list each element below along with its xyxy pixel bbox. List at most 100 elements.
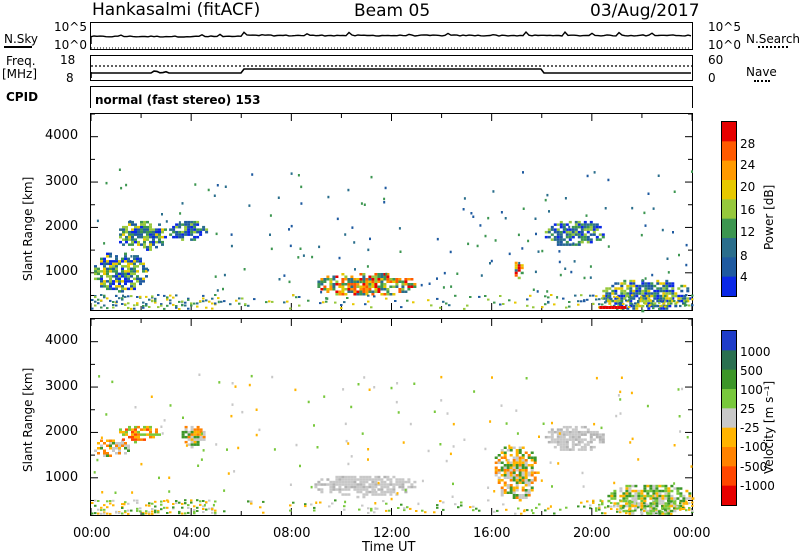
- velocity-sparse-cell: [271, 375, 274, 379]
- power-data-cell: [127, 270, 130, 273]
- power-ground-scatter: [658, 307, 661, 310]
- x-tick: 04:00: [173, 526, 211, 541]
- velocity-ground-scatter: [214, 512, 217, 515]
- power-ground-scatter: [589, 294, 592, 297]
- power-data-cell: [638, 284, 642, 288]
- velocity-data-cell: [649, 509, 653, 513]
- power-data-cell: [553, 223, 557, 226]
- power-ground-scatter: [178, 308, 181, 310]
- power-ground-scatter: [94, 295, 97, 297]
- velocity-data-cell: [661, 497, 665, 500]
- power-ground-scatter: [541, 306, 544, 309]
- velocity-data-cell: [670, 489, 674, 493]
- power-data-cell: [127, 257, 130, 261]
- power-data-cell: [586, 225, 590, 229]
- power-sparse-cell: [521, 247, 524, 250]
- power-data-cell: [341, 288, 345, 291]
- power-data-cell: [680, 289, 684, 293]
- power-sparse-cell: [494, 239, 497, 242]
- velocity-data-cell: [619, 504, 623, 508]
- power-data-cell: [124, 280, 127, 283]
- velocity-ground-scatter: [247, 500, 250, 503]
- power-data-cell: [143, 230, 146, 234]
- velocity-ground-scatter: [250, 500, 253, 503]
- velocity-data-cell: [131, 433, 134, 436]
- velocity-data-cell: [497, 479, 501, 482]
- power-data-cell: [164, 235, 167, 239]
- power-ground-scatter: [127, 306, 130, 309]
- velocity-data-cell: [347, 485, 351, 489]
- power-data-cell: [323, 278, 327, 281]
- power-sparse-cell: [559, 273, 562, 277]
- power-data-cell: [106, 255, 109, 258]
- velocity-sparse-cell: [515, 409, 518, 412]
- power-colorbar-segment: [722, 122, 736, 142]
- velocity-data-cell: [338, 480, 342, 484]
- velocity-data-cell: [506, 474, 510, 477]
- power-data-cell: [401, 283, 405, 286]
- velocity-data-cell: [344, 483, 348, 486]
- power-data-cell: [671, 299, 675, 303]
- power-data-cell: [196, 220, 200, 224]
- velocity-data-cell: [613, 494, 617, 498]
- power-data-cell: [362, 278, 366, 281]
- power-data-cell: [368, 285, 372, 288]
- power-data-cell: [106, 275, 109, 278]
- velocity-sparse-cell: [439, 443, 442, 446]
- velocity-ground-scatter: [214, 509, 217, 512]
- velocity-data-cell: [347, 488, 351, 491]
- power-data-cell: [377, 288, 381, 291]
- power-data-cell: [674, 304, 678, 308]
- power-sparse-cell: [631, 206, 634, 210]
- power-data-cell: [565, 233, 569, 236]
- power-sparse-cell: [641, 279, 644, 282]
- power-data-cell: [635, 307, 639, 310]
- power-data-cell: [329, 280, 333, 283]
- velocity-data-cell: [125, 433, 128, 436]
- velocity-data-cell: [497, 454, 501, 457]
- velocity-ground-scatter: [655, 507, 658, 510]
- velocity-data-cell: [643, 499, 647, 503]
- power-data-cell: [568, 238, 572, 241]
- velocity-ground-scatter: [358, 508, 361, 511]
- power-data-cell: [127, 267, 130, 271]
- velocity-data-cell: [562, 433, 566, 436]
- power-data-cell: [644, 292, 648, 295]
- velocity-data-cell: [616, 504, 620, 508]
- power-data-cell: [152, 233, 155, 236]
- velocity-sparse-cell: [582, 485, 585, 488]
- power-data-cell: [583, 225, 587, 229]
- power-data-cell: [380, 293, 384, 296]
- nsky-label: N.Sky: [4, 32, 39, 46]
- power-sparse-cell: [243, 268, 246, 271]
- velocity-data-cell: [338, 485, 342, 489]
- power-sparse-cell: [214, 275, 217, 278]
- power-data-cell: [599, 306, 603, 309]
- velocity-data-cell: [196, 433, 200, 436]
- power-sparse-cell: [248, 204, 251, 207]
- power-data-cell: [656, 289, 660, 293]
- velocity-data-cell: [682, 497, 686, 500]
- velocity-data-cell: [553, 440, 557, 444]
- velocity-ground-scatter: [643, 507, 646, 510]
- velocity-data-cell: [524, 494, 528, 497]
- velocity-data-cell: [518, 479, 522, 482]
- power-data-cell: [350, 275, 354, 278]
- velocity-ground-scatter: [580, 501, 583, 504]
- velocity-data-cell: [670, 497, 674, 500]
- power-data-cell: [187, 230, 191, 234]
- velocity-ground-scatter: [577, 505, 580, 508]
- velocity-data-cell: [601, 433, 605, 436]
- power-data-cell: [145, 270, 148, 273]
- velocity-data-cell: [568, 448, 572, 451]
- power-data-cell: [608, 294, 612, 298]
- velocity-ground-scatter: [409, 507, 412, 510]
- velocity-sparse-cell: [500, 404, 503, 407]
- station-title: Hankasalmi (fitACF): [92, 0, 261, 20]
- power-sparse-cell: [125, 183, 128, 187]
- power-data-cell: [568, 235, 572, 239]
- velocity-ground-scatter: [598, 508, 601, 511]
- power-data-cell: [128, 230, 131, 234]
- velocity-ground-scatter: [145, 504, 148, 507]
